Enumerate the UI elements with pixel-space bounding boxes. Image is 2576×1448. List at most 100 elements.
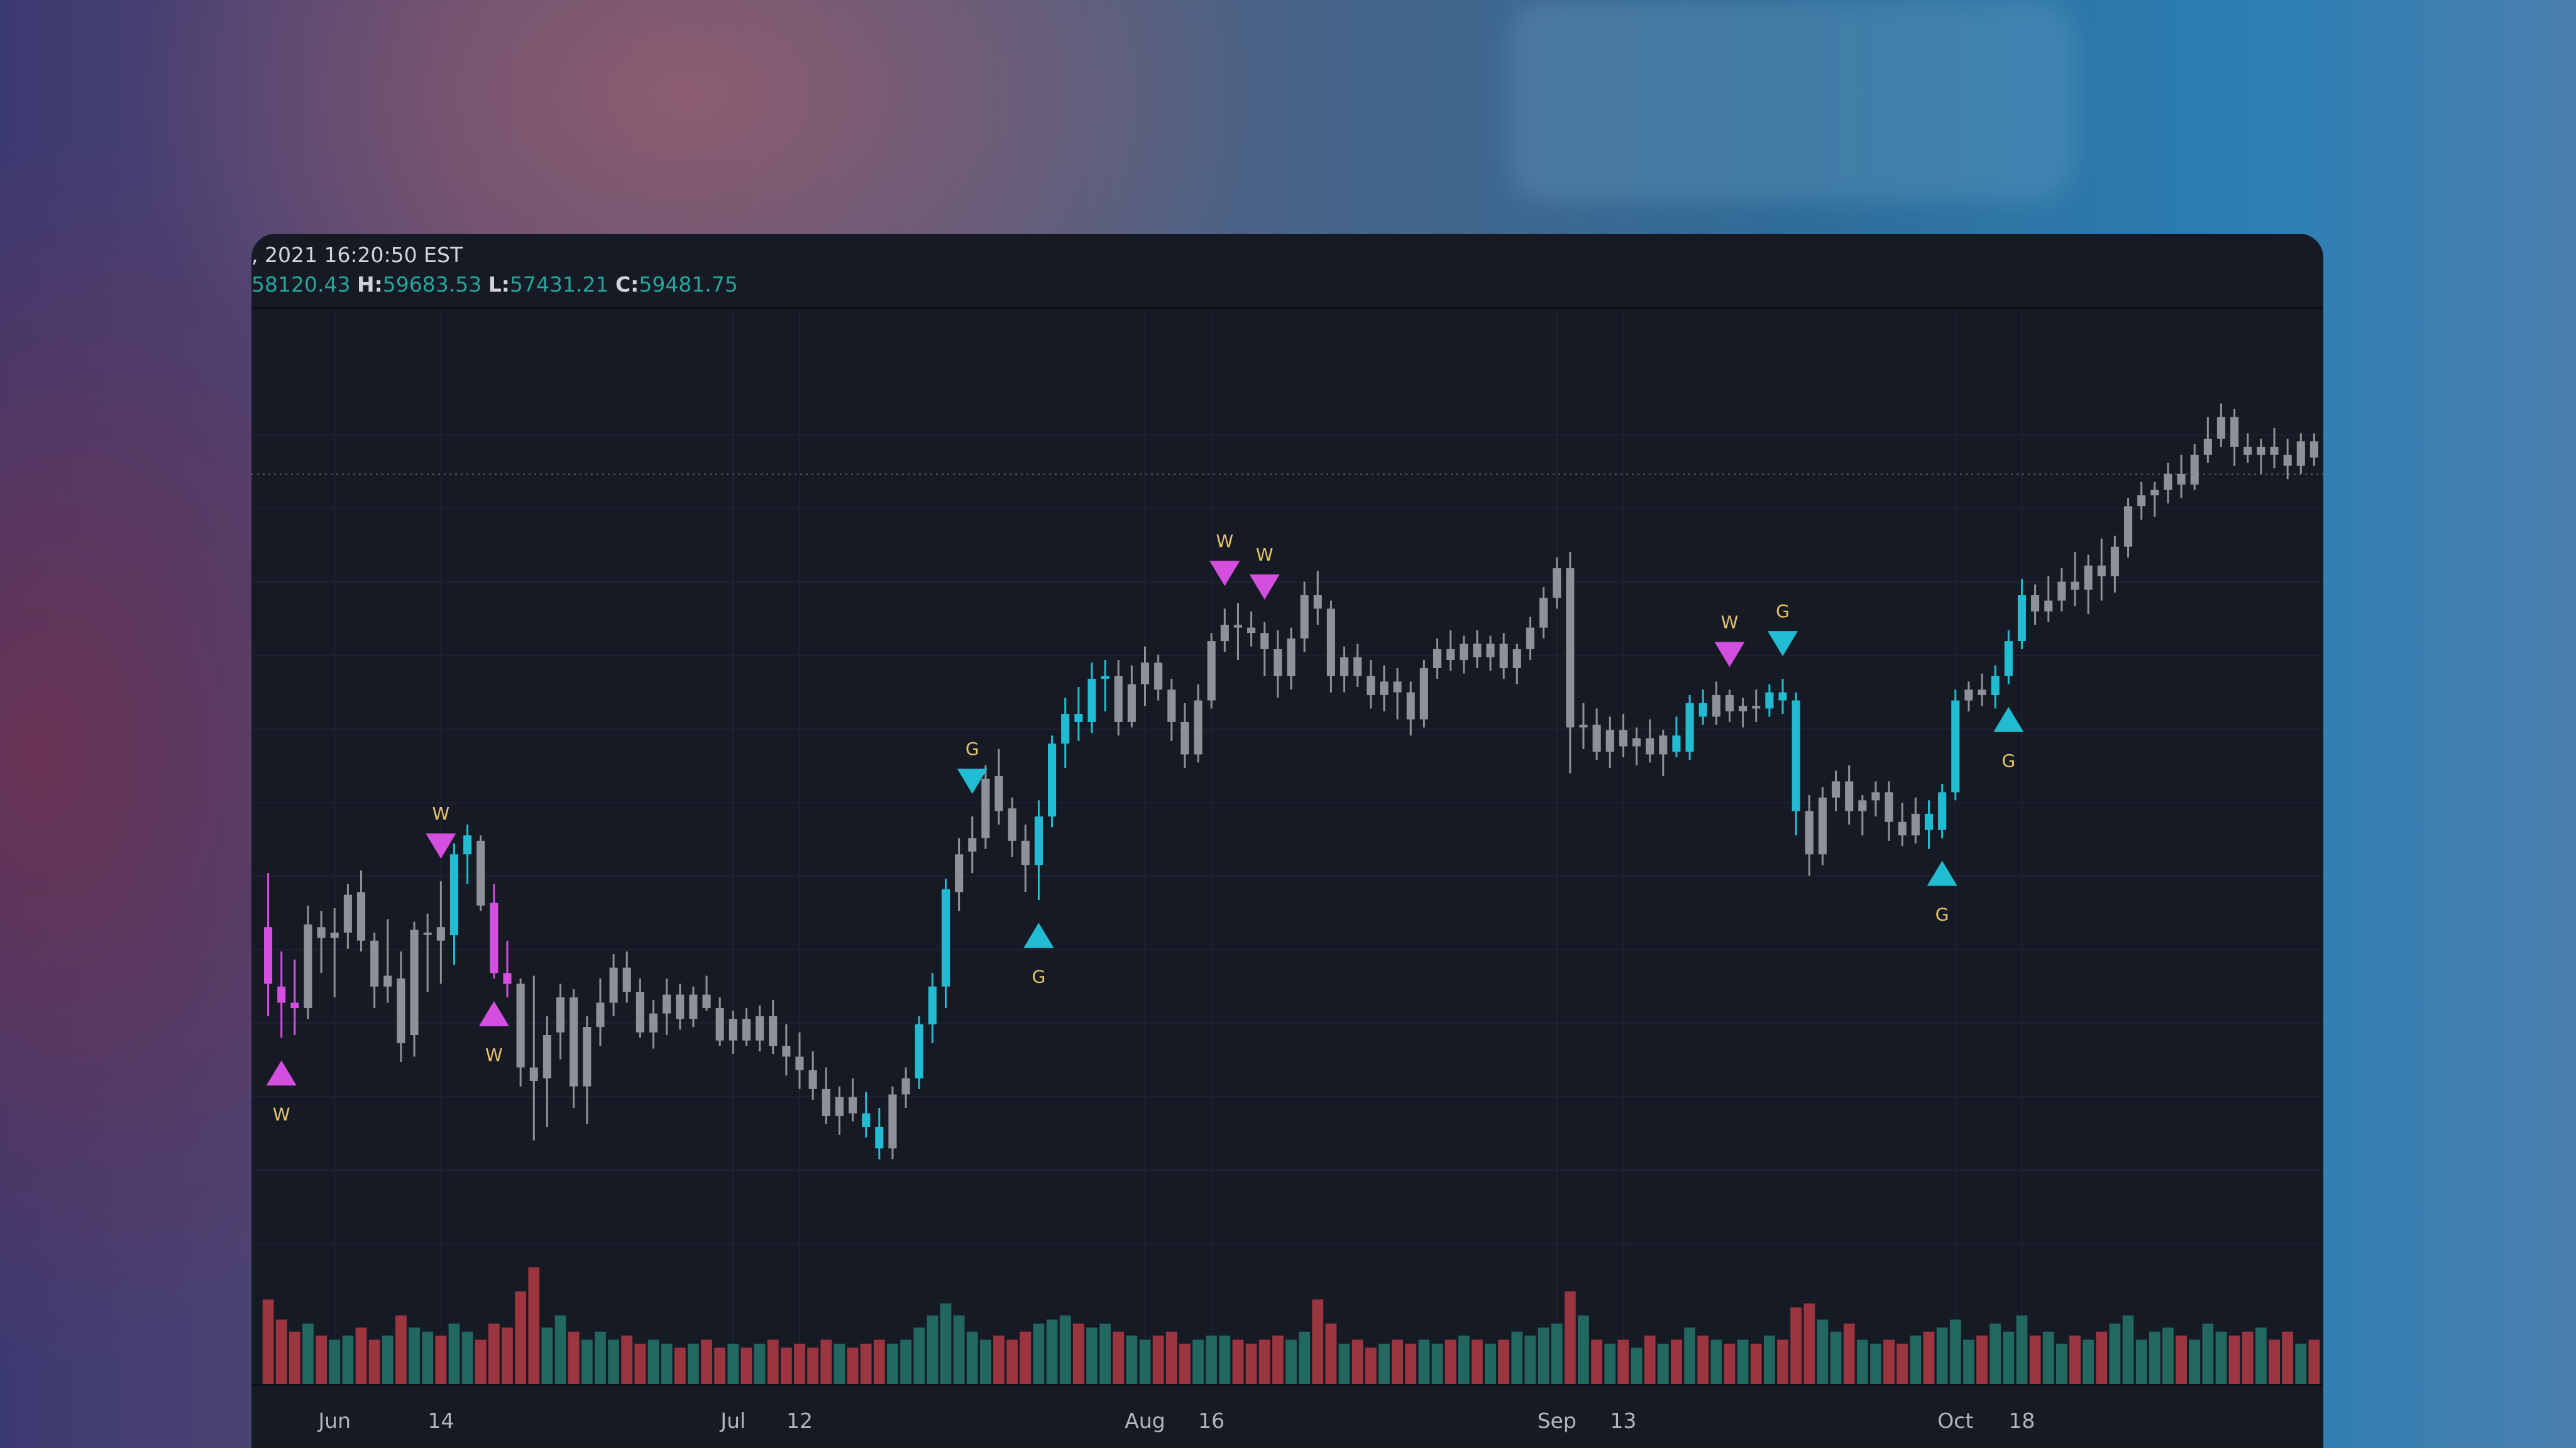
candle-body	[1300, 595, 1309, 639]
chart-panel[interactable]: , 2021 16:20:50 EST 58120.43 H:59683.53 …	[251, 234, 2323, 1448]
candle-body	[1951, 700, 1960, 793]
volume-bar	[1179, 1344, 1191, 1384]
candle-body	[1632, 738, 1641, 747]
volume-bar	[608, 1339, 619, 1384]
candle-body	[715, 1008, 724, 1041]
volume-bar	[275, 1319, 287, 1384]
candle-body	[2031, 595, 2040, 612]
volume-bar	[1033, 1324, 1045, 1384]
volume-bar	[1485, 1344, 1496, 1384]
candle-body	[835, 1097, 844, 1116]
volume-bar	[634, 1344, 646, 1384]
candle-body	[915, 1024, 923, 1078]
x-axis-tick-label: Aug	[1125, 1408, 1165, 1433]
volume-bar	[448, 1324, 460, 1384]
volume-bar	[1990, 1324, 2001, 1384]
volume-bar	[873, 1339, 885, 1384]
volume-bar	[1325, 1324, 1337, 1384]
legend-high-value: 59683.53	[382, 272, 482, 297]
signal-down-marker	[957, 769, 988, 794]
candle-body	[1725, 694, 1734, 711]
candle-body	[795, 1056, 804, 1070]
candle-body	[1393, 681, 1402, 693]
volume-bar	[1245, 1344, 1257, 1384]
candle-body	[1380, 681, 1389, 695]
candle-body	[1858, 800, 1867, 811]
candle-body	[1287, 638, 1296, 676]
volume-bar	[767, 1339, 779, 1384]
volume-bar	[2149, 1331, 2160, 1384]
volume-bar	[1086, 1327, 1098, 1384]
legend-open-value: 58120.43	[251, 272, 351, 297]
volume-bar	[1949, 1319, 1961, 1384]
candle-body	[2203, 439, 2212, 455]
signal-up-marker	[1927, 860, 1957, 886]
volume-bar	[1126, 1336, 1138, 1384]
x-axis-tick-label: 18	[2008, 1408, 2035, 1433]
volume-bar	[940, 1303, 952, 1384]
candle-body	[2084, 565, 2093, 590]
candle-body	[2017, 595, 2027, 642]
volume-bar	[1498, 1339, 1510, 1384]
candle-body	[1646, 738, 1654, 755]
volume-bar	[1285, 1339, 1297, 1384]
volume-bar	[1219, 1336, 1231, 1384]
volume-bar	[2069, 1336, 2081, 1384]
candle-body	[2296, 441, 2305, 466]
volume-bar	[1856, 1339, 1868, 1384]
candle-body	[1326, 608, 1335, 676]
candle-body	[397, 978, 405, 1043]
volume-bar	[422, 1331, 434, 1384]
candle-body	[1553, 568, 1561, 598]
volume-bar	[621, 1336, 633, 1384]
candlestick-chart[interactable]: W W W G G W W W G G G Jun 14 Jul 12 Aug 16 Sep 13 Oct 18	[251, 309, 2323, 1448]
candle-body	[1938, 792, 1947, 830]
volume-bar	[1538, 1327, 1549, 1384]
candle-body	[436, 927, 445, 941]
volume-bar	[2029, 1336, 2041, 1384]
signal-down-marker	[426, 833, 456, 859]
volume-bar	[595, 1331, 606, 1384]
candle-body	[875, 1127, 884, 1149]
volume-bar	[913, 1327, 925, 1384]
volume-bar	[714, 1347, 726, 1384]
candle-body	[370, 940, 379, 987]
volume-bar	[329, 1339, 341, 1384]
candle-body	[822, 1089, 830, 1116]
candle-body	[529, 1067, 538, 1081]
candle-body	[542, 1035, 551, 1078]
candle-body	[1233, 625, 1243, 628]
candle-body	[1698, 703, 1707, 717]
volume-bar	[541, 1327, 553, 1384]
volume-bar	[1445, 1339, 1456, 1384]
volume-bar	[1764, 1336, 1775, 1384]
volume-bar	[435, 1336, 447, 1384]
volume-bar	[581, 1339, 593, 1384]
candle-body	[583, 1027, 592, 1087]
candle-body	[1871, 792, 1880, 801]
candle-body	[1473, 644, 1482, 657]
volume-bar	[1578, 1315, 1589, 1384]
candle-body	[290, 1002, 299, 1009]
candle-body	[2216, 417, 2226, 439]
candle-body	[1034, 816, 1043, 865]
volume-bar	[688, 1344, 699, 1384]
candle-body	[742, 1019, 751, 1041]
candle-body	[1659, 735, 1668, 755]
volume-bar	[475, 1339, 487, 1384]
volume-bar	[727, 1344, 739, 1384]
candle-body	[1845, 781, 1854, 811]
candle-body	[2164, 473, 2172, 490]
signal-label: G	[1776, 601, 1790, 622]
candle-body	[383, 975, 392, 987]
volume-bar	[2016, 1315, 2028, 1384]
volume-bar	[1817, 1319, 1829, 1384]
candle-body	[1885, 792, 1893, 822]
volume-bar	[1351, 1339, 1363, 1384]
volume-bar	[1644, 1336, 1656, 1384]
x-axis-tick-label: Jun	[317, 1408, 351, 1433]
candle-body	[1792, 700, 1800, 811]
volume-bar	[1604, 1344, 1616, 1384]
volume-bar	[2202, 1324, 2214, 1384]
candle-body	[1433, 649, 1442, 668]
